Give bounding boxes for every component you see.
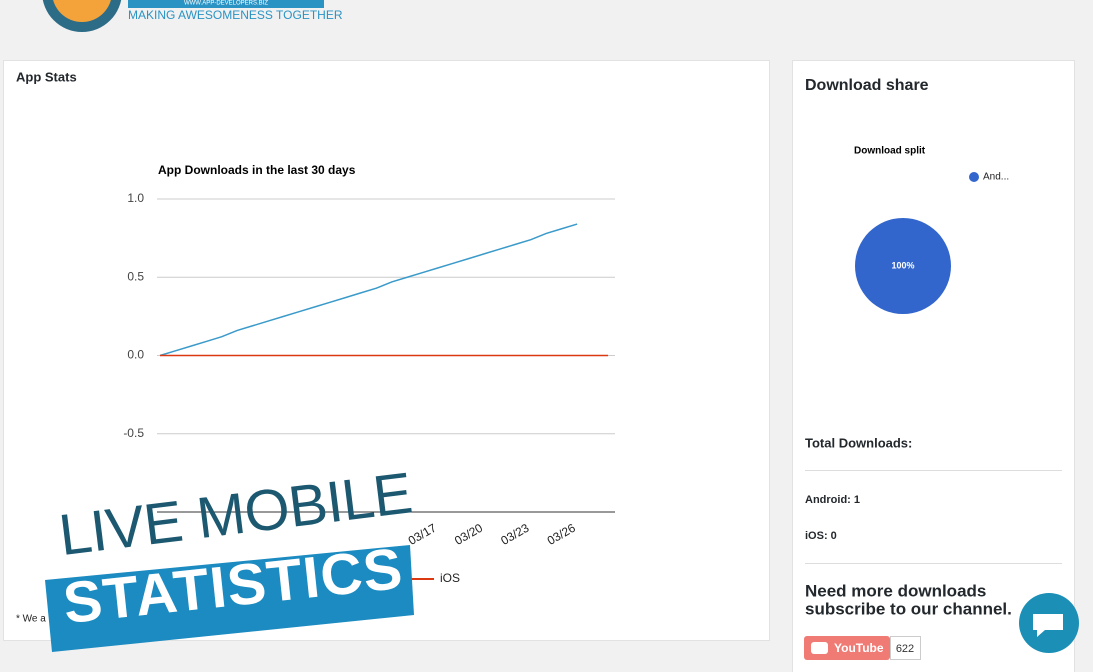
y-tick-label: -0.5 <box>123 426 144 440</box>
y-tick-label: 0.5 <box>127 269 144 283</box>
app-stats-panel <box>3 60 770 641</box>
legend-swatch <box>969 172 979 182</box>
cta-line: Need more downloads <box>805 581 986 600</box>
logo-bar <box>128 0 324 8</box>
y-tick-label: 1.0 <box>127 191 144 205</box>
cta-line: subscribe to our channel. <box>805 599 1012 618</box>
y-tick-label: 0.0 <box>127 348 144 362</box>
chart-title: App Downloads in the last 30 days <box>158 163 356 177</box>
panel-title: App Stats <box>16 69 77 84</box>
logo-inner <box>53 0 111 22</box>
android-count: Android: 1 <box>805 494 860 506</box>
logo-url: WWW.APP-DEVELOPERS.BIZ <box>184 1 268 7</box>
chart-title: Download split <box>854 146 926 157</box>
chat-icon <box>1033 614 1063 637</box>
youtube-button[interactable] <box>804 636 890 660</box>
legend-label: And... <box>983 172 1009 183</box>
download-share-panel <box>792 60 1075 672</box>
pie-chart: 100% And... <box>855 172 1009 314</box>
logo-tagline: MAKING AWESOMENESS TOGETHER <box>128 8 343 22</box>
pie-slice <box>855 218 951 314</box>
total-label: Total Downloads: <box>805 435 912 450</box>
legend-label: iOS <box>440 571 460 585</box>
overlay-banner <box>45 545 414 652</box>
panel-title: Download share <box>805 77 929 94</box>
footnote: * We a <box>16 614 46 625</box>
subscriber-box <box>890 636 921 660</box>
series-line <box>159 223 578 357</box>
youtube-label[interactable]: YouTube <box>834 641 884 655</box>
slice-label: 100% <box>891 260 914 270</box>
ios-count: iOS: 0 <box>805 530 837 542</box>
youtube-icon <box>811 642 828 654</box>
subscriber-count: 622 <box>896 643 914 655</box>
